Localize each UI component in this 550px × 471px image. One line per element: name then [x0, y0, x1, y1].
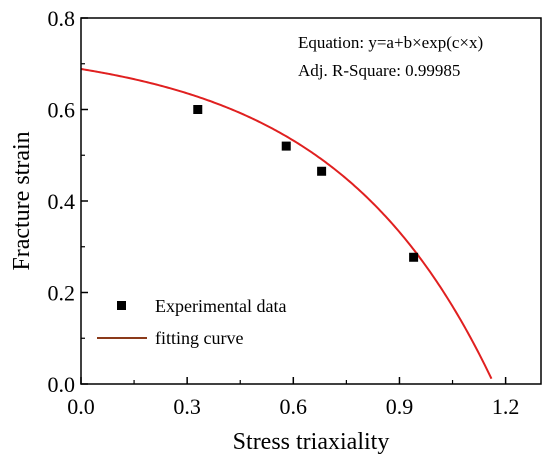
experimental-point	[281, 141, 291, 151]
points-layer	[193, 105, 419, 262]
legend: Experimental data fitting curve	[97, 296, 286, 348]
curve-layer	[80, 68, 493, 380]
experimental-point	[193, 105, 203, 114]
r-square-annotation: Adj. R-Square: 0.99985	[298, 61, 460, 80]
x-tick-label: 0.3	[173, 394, 201, 419]
legend-label-experimental: Experimental data	[155, 296, 286, 316]
x-tick-label: 0.6	[280, 394, 308, 419]
y-tick-label: 0.0	[48, 372, 76, 397]
equation-annotation: Equation: y=a+b×exp(c×x)	[298, 33, 483, 52]
y-tick-labels: 0.0 0.2 0.4 0.6 0.8	[48, 6, 76, 397]
x-axis-title: Stress triaxiality	[233, 429, 390, 455]
x-tick-label: 0.0	[67, 394, 95, 419]
y-tick-label: 0.2	[48, 281, 76, 306]
experimental-point	[409, 252, 419, 262]
x-tick-labels: 0.0 0.3 0.6 0.9 1.2	[67, 394, 519, 419]
y-tick-label: 0.8	[48, 6, 76, 31]
y-tick-label: 0.6	[48, 98, 76, 123]
fitting-curve-line	[80, 68, 493, 380]
x-tick-label: 0.9	[386, 394, 414, 419]
experimental-point	[317, 166, 327, 176]
legend-marker-experimental	[117, 301, 126, 310]
y-axis-title: Fracture strain	[9, 131, 35, 270]
legend-label-fitting: fitting curve	[155, 328, 243, 348]
x-tick-label: 1.2	[492, 394, 520, 419]
plot-frame	[80, 17, 542, 385]
y-tick-label: 0.4	[48, 189, 76, 214]
